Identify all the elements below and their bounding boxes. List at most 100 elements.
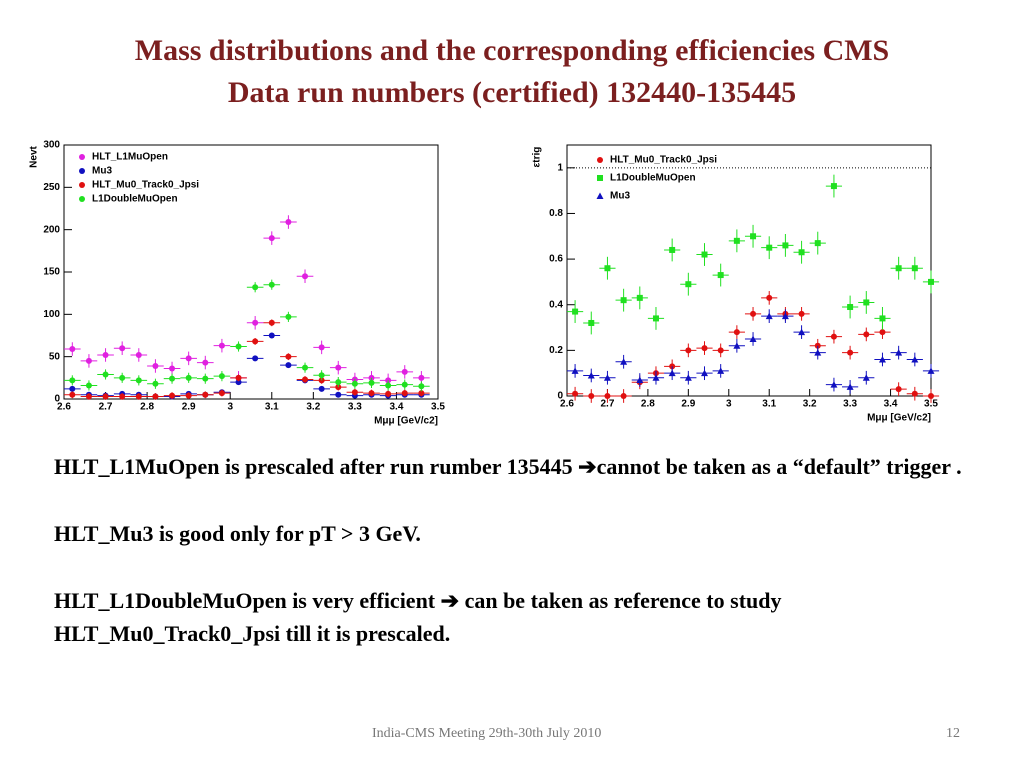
marker: [69, 377, 76, 384]
x-tick-label: 3.4: [884, 399, 898, 410]
y-axis-label: Nevt: [29, 145, 40, 167]
marker: [418, 383, 425, 390]
marker: [119, 345, 126, 352]
marker: [620, 358, 628, 365]
marker: [750, 233, 757, 240]
x-tick-label: 2.7: [99, 402, 113, 413]
marker: [847, 304, 854, 311]
y-tick-label: 0: [557, 391, 563, 402]
x-tick-label: 3.1: [265, 402, 279, 413]
y-tick-label: 50: [49, 351, 61, 362]
y-axis-label: εtrig: [532, 147, 543, 168]
y-tick-label: 0.6: [549, 254, 563, 265]
marker: [302, 364, 309, 371]
legend-marker: [596, 192, 604, 199]
marker: [814, 349, 822, 356]
marker: [418, 390, 425, 397]
marker: [119, 374, 126, 381]
marker: [385, 382, 392, 389]
marker: [235, 343, 242, 350]
marker: [252, 284, 259, 291]
marker: [604, 393, 611, 399]
marker: [604, 265, 611, 272]
marker: [85, 393, 92, 400]
legend-marker: [597, 175, 603, 181]
marker: [202, 375, 209, 382]
marker: [636, 376, 644, 384]
marker: [814, 240, 821, 247]
x-tick-label: 2.6: [57, 402, 71, 413]
marker: [847, 349, 854, 356]
marker: [169, 365, 176, 372]
marker: [218, 390, 225, 397]
y-tick-label: 0.4: [549, 299, 563, 310]
marker: [85, 382, 92, 389]
y-tick-label: 200: [43, 224, 60, 235]
marker: [895, 265, 902, 272]
marker: [285, 362, 292, 369]
marker: [572, 308, 579, 315]
marker: [749, 335, 757, 342]
marker: [385, 390, 392, 397]
marker: [765, 312, 773, 320]
marker: [927, 367, 935, 374]
marker: [318, 372, 325, 379]
marker: [335, 391, 342, 398]
marker: [781, 312, 789, 320]
marker: [401, 390, 408, 397]
marker: [252, 319, 259, 326]
marker: [878, 355, 886, 363]
marker: [669, 246, 676, 253]
marker: [285, 353, 292, 360]
marker: [202, 359, 209, 366]
x-tick-label: 3.2: [306, 402, 320, 413]
x-tick-label: 3.3: [348, 402, 362, 413]
marker: [202, 391, 209, 398]
y-tick-label: 150: [43, 267, 60, 278]
marker: [701, 251, 708, 258]
marker: [285, 219, 292, 226]
x-axis-label: Mμμ [GeV/c2]: [867, 413, 931, 424]
marker: [588, 319, 595, 326]
x-tick-label: 3: [227, 402, 233, 413]
marker: [285, 313, 292, 320]
legend-label: L1DoubleMuOpen: [92, 194, 178, 205]
marker: [733, 329, 740, 336]
marker: [587, 371, 595, 379]
marker: [863, 331, 870, 338]
marker: [652, 374, 660, 381]
marker: [401, 368, 408, 375]
legend-marker: [79, 168, 85, 174]
marker: [185, 374, 192, 381]
marker: [911, 265, 918, 272]
marker: [895, 349, 903, 356]
marker: [135, 351, 142, 358]
marker: [588, 393, 595, 399]
y-tick-label: 0.2: [549, 345, 563, 356]
marker: [571, 367, 579, 374]
x-tick-label: 2.9: [681, 399, 695, 410]
y-tick-label: 250: [43, 182, 60, 193]
y-tick-label: 1: [557, 162, 563, 173]
marker: [102, 393, 109, 400]
legend-label: HLT_Mu0_Track0_Jpsi: [610, 155, 717, 166]
marker: [368, 390, 375, 397]
marker: [798, 328, 806, 336]
marker: [733, 342, 741, 349]
legend-label: L1DoubleMuOpen: [610, 173, 696, 184]
marker: [102, 351, 109, 358]
marker: [152, 393, 159, 400]
marker: [235, 379, 242, 386]
marker: [620, 297, 627, 304]
marker: [135, 377, 142, 384]
marker: [879, 329, 886, 336]
marker: [830, 381, 838, 388]
legend-label: HLT_L1MuOpen: [92, 152, 168, 163]
marker: [119, 393, 126, 400]
marker: [235, 374, 242, 381]
marker: [928, 278, 934, 285]
marker: [69, 385, 76, 392]
marker: [701, 345, 708, 352]
marker: [418, 374, 425, 381]
marker: [701, 369, 709, 377]
